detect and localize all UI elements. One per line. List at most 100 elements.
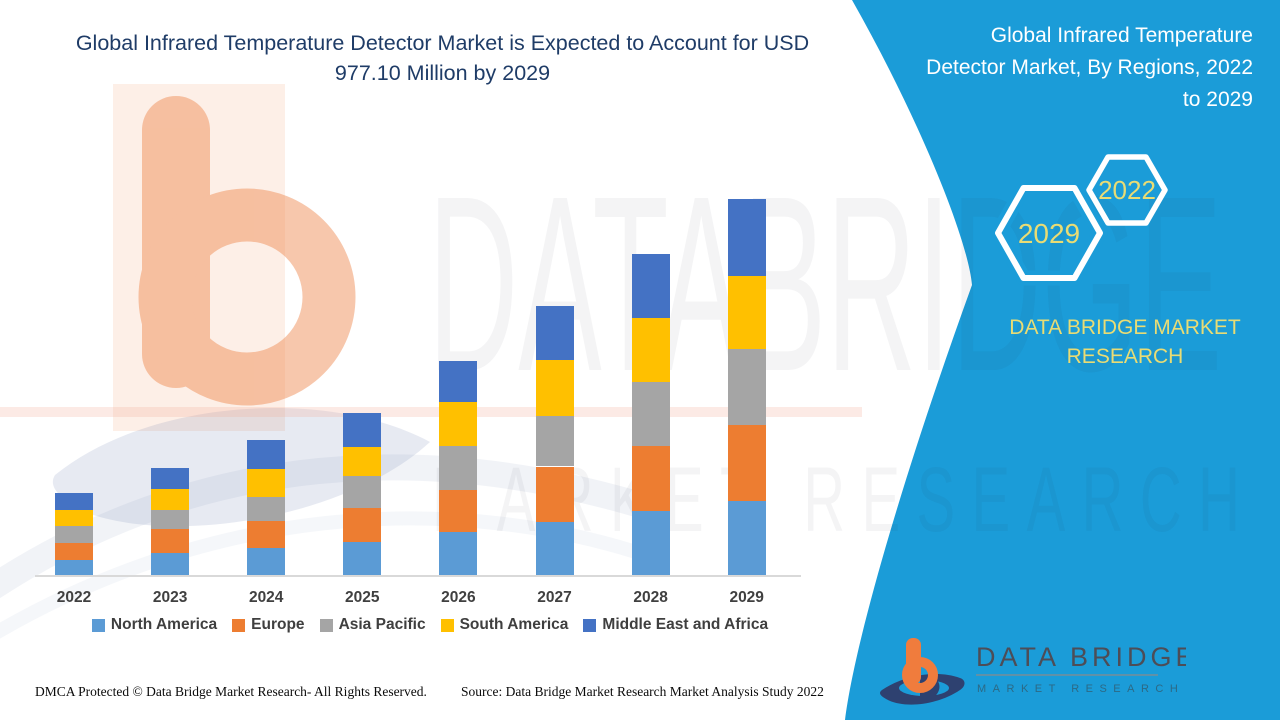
bar-segment-north-america [439,532,478,575]
bar-segment-middle-east-and-africa [151,468,190,489]
banner-brand-text: DATA BRIDGE MARKET RESEARCH [1000,313,1250,371]
bar-2025 [343,413,382,575]
x-axis-line [35,575,801,577]
year-badge-2029-label: 2029 [1018,218,1080,249]
footer-logo: DATA BRIDGE MARKET RESEARCH [880,638,1186,705]
footer-dmca-text: DMCA Protected © Data Bridge Market Rese… [35,684,427,699]
page-title-line: 977.10 Million by 2029 [334,61,551,85]
bar-segment-north-america [343,541,382,575]
footer-logo-subtitle: MARKET RESEARCH [977,683,1184,695]
legend-item-asia-pacific: Asia Pacific [319,616,426,634]
bar-segment-europe [727,424,766,501]
legend-swatch-icon [91,618,105,632]
bar-segment-asia-pacific [439,446,478,490]
x-axis-label: 2023 [152,589,188,606]
bar-segment-south-america [247,468,286,497]
bar-segment-south-america [535,360,574,417]
bar-2027 [535,306,574,575]
x-axis-label: 2022 [56,589,92,606]
bar-segment-europe [439,489,478,533]
x-axis-label: 2028 [633,589,668,606]
banner-title: Global Infrared Temperature Detector Mar… [865,20,1253,116]
x-axis-labels: 2022 2023 2024 2025 2026 2027 2028 2029 [0,589,830,611]
year-badge-2029-hexagon-icon [995,185,1103,281]
legend-item-north-america: North America [91,616,218,634]
bar-segment-europe [55,543,93,560]
x-axis-label: 2026 [441,589,476,606]
bar-segment-europe [631,446,670,511]
legend-label: Europe [251,616,305,633]
bar-segment-asia-pacific [343,476,382,509]
bar-2023 [151,468,190,575]
bar-segment-asia-pacific [727,349,766,425]
legend-item-europe: Europe [232,616,305,634]
data-bridge-logo-icon [880,638,965,705]
bar-segment-north-america [151,553,190,575]
bar-2022 [55,493,93,575]
bar-segment-north-america [247,547,286,575]
x-axis-label: 2025 [345,589,380,606]
watermark-pink-stripe [0,407,862,417]
bar-segment-south-america [343,446,382,477]
banner-title-line: Global Infrared Temperature [990,24,1253,47]
bar-2024 [247,440,286,575]
bar-segment-south-america [55,509,93,527]
bar-segment-asia-pacific [631,381,670,447]
legend-swatch-icon [583,618,597,632]
legend-swatch-icon [319,618,333,632]
footer-source-text: Source: Data Bridge Market Research Mark… [461,684,824,699]
legend-label: Middle East and Africa [602,616,769,633]
banner-title-line: to 2029 [1182,88,1253,111]
x-axis-label: 2024 [248,589,284,606]
legend-label: Asia Pacific [338,616,426,633]
bar-segment-south-america [439,402,478,447]
bar-2026 [439,361,478,575]
x-axis-label: 2027 [537,589,572,606]
bar-2028 [631,254,670,575]
legend-item-south-america: South America [440,616,569,634]
bar-segment-north-america [727,500,766,575]
stacked-bar-chart [55,199,766,575]
bar-segment-europe [535,466,574,522]
bar-segment-asia-pacific [247,496,286,522]
banner-brand-line: DATA BRIDGE MARKET [1009,316,1241,339]
banner-title-line: Detector Market, By Regions, 2022 [926,56,1253,79]
bar-segment-asia-pacific [535,416,574,467]
page-title-line: Global Infrared Temperature Detector Mar… [75,31,810,55]
legend-item-middle-east-and-africa: Middle East and Africa [583,616,768,634]
bar-segment-europe [247,521,286,548]
legend-swatch-icon [440,618,454,632]
banner-brand-line: RESEARCH [1066,345,1184,368]
bar-segment-middle-east-and-africa [535,306,574,361]
page-title: Global Infrared Temperature Detector Mar… [55,28,830,88]
bar-segment-north-america [535,521,574,575]
bar-segment-middle-east-and-africa [55,493,93,510]
bar-segment-europe [343,508,382,542]
chart-legend: North America Europe Asia Pacific South Ame… [35,616,825,634]
bar-segment-south-america [151,488,190,510]
bar-segment-middle-east-and-africa [727,199,766,276]
legend-label: South America [459,616,569,633]
bar-segment-middle-east-and-africa [439,361,478,403]
bar-segment-asia-pacific [151,509,190,529]
bar-segment-asia-pacific [55,526,93,544]
bar-segment-north-america [55,559,93,575]
year-badge-2022-hexagon-icon [1086,154,1168,226]
bar-2029 [727,199,766,575]
bar-segment-north-america [631,510,670,575]
watermark-b-logo-icon [138,96,356,406]
x-axis-label: 2029 [729,589,764,606]
bar-segment-europe [151,528,190,554]
legend-swatch-icon [232,618,246,632]
legend-label: North America [110,616,218,633]
footer-logo-title: DATA BRIDGE [976,642,1186,672]
bar-segment-south-america [631,317,670,382]
bar-segment-middle-east-and-africa [247,440,286,469]
watermark-swoosh-icon [52,408,431,527]
banner-background [845,0,1280,720]
bar-segment-south-america [727,275,766,350]
year-badge-2022-label: 2022 [1098,175,1156,205]
